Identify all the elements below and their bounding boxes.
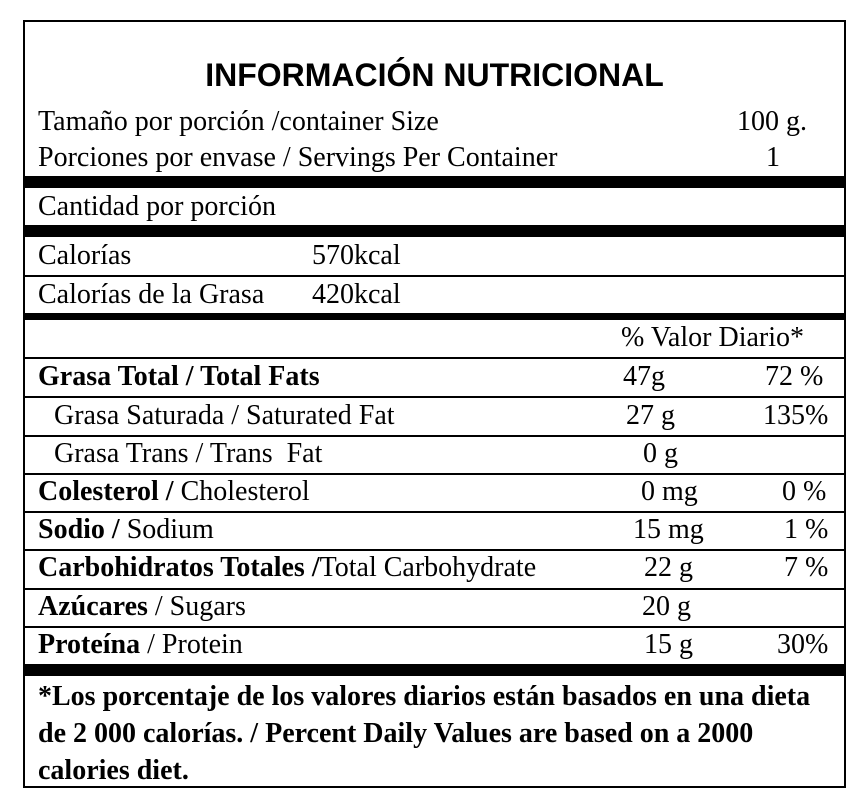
nutrient-name: / Sugars [147, 591, 246, 622]
thin-divider [25, 435, 844, 437]
thin-divider [25, 396, 844, 398]
nutrient-daily-value: 1 % [784, 514, 829, 545]
calories-from-fat-value: 420kcal [312, 279, 401, 310]
nutrient-name: Grasa Saturada / Saturated Fat [54, 400, 395, 431]
nutrient-amount: 15 mg [633, 514, 704, 545]
nutrient-amount: 47g [623, 361, 665, 392]
nutrient-row: Grasa Trans / Trans Fat [54, 437, 322, 471]
serving-size-label: Tamaño por porción /container Size [38, 106, 439, 137]
nutrient-daily-value: 30% [777, 629, 829, 660]
thin-divider [25, 473, 844, 475]
nutrition-facts-label: INFORMACIÓN NUTRICIONAL Tamaño por porci… [23, 20, 846, 788]
nutrient-row: Carbohidratos Totales /Total Carbohydrat… [38, 551, 536, 585]
serving-size-value: 100 g. [737, 106, 807, 137]
nutrient-name: Total Carbohydrate [319, 552, 537, 583]
amount-per-serving: Cantidad por porción [38, 191, 276, 222]
nutrient-name-bold: Colesterol / [38, 476, 174, 507]
nutrient-name-bold: Carbohidratos Totales / [38, 552, 320, 583]
thick-divider [25, 176, 844, 188]
servings-per-container-value: 1 [766, 142, 780, 173]
nutrient-row: Grasa Saturada / Saturated Fat [54, 399, 395, 433]
nutrient-name: Grasa Trans / Trans Fat [54, 438, 323, 469]
nutrient-name-bold: Proteína [38, 629, 141, 660]
nutrient-daily-value: 7 % [784, 552, 829, 583]
servings-per-container-label: Porciones por envase / Servings Per Cont… [38, 142, 558, 173]
thin-divider [25, 588, 844, 590]
nutrient-amount: 22 g [644, 552, 693, 583]
thin-divider [25, 275, 844, 277]
nutrient-daily-value: 0 % [782, 476, 827, 507]
thin-divider [25, 549, 844, 551]
calories-label: Calorías [38, 240, 132, 271]
daily-value-header: % Valor Diario* [621, 322, 804, 353]
nutrient-amount: 27 g [626, 400, 675, 431]
nutrient-amount: 15 g [644, 629, 693, 660]
thin-divider [25, 357, 844, 359]
nutrient-name-bold: Grasa Total / Total Fats [38, 361, 320, 392]
thin-divider [25, 626, 844, 628]
daily-value-footnote: *Los porcentaje de los valores diarios e… [38, 681, 811, 786]
nutrient-row: Sodio / Sodium [38, 513, 214, 547]
nutrient-row: Colesterol / Cholesterol [38, 475, 310, 509]
nutrient-name-bold: Azúcares [38, 591, 148, 622]
nutrient-name: Cholesterol [173, 476, 310, 507]
nutrient-name-bold: Sodio / [38, 514, 120, 545]
thin-divider [25, 511, 844, 513]
nutrient-row: Azúcares / Sugars [38, 590, 246, 624]
nutrient-daily-value: 135% [763, 400, 829, 431]
calories-from-fat-label: Calorías de la Grasa [38, 279, 265, 310]
calories-value: 570kcal [312, 240, 401, 271]
nutrient-name: / Protein [140, 629, 243, 660]
label-title: INFORMACIÓN NUTRICIONAL [205, 57, 664, 93]
thick-divider [25, 664, 844, 676]
nutrient-amount: 20 g [642, 591, 691, 622]
nutrient-daily-value: 72 % [765, 361, 824, 392]
nutrient-row: Grasa Total / Total Fats [38, 360, 320, 394]
nutrient-amount: 0 g [643, 438, 678, 469]
medium-divider [25, 313, 844, 320]
nutrient-name: Sodium [119, 514, 214, 545]
nutrient-row: Proteína / Protein [38, 628, 243, 662]
nutrient-amount: 0 mg [641, 476, 698, 507]
thick-divider [25, 225, 844, 237]
